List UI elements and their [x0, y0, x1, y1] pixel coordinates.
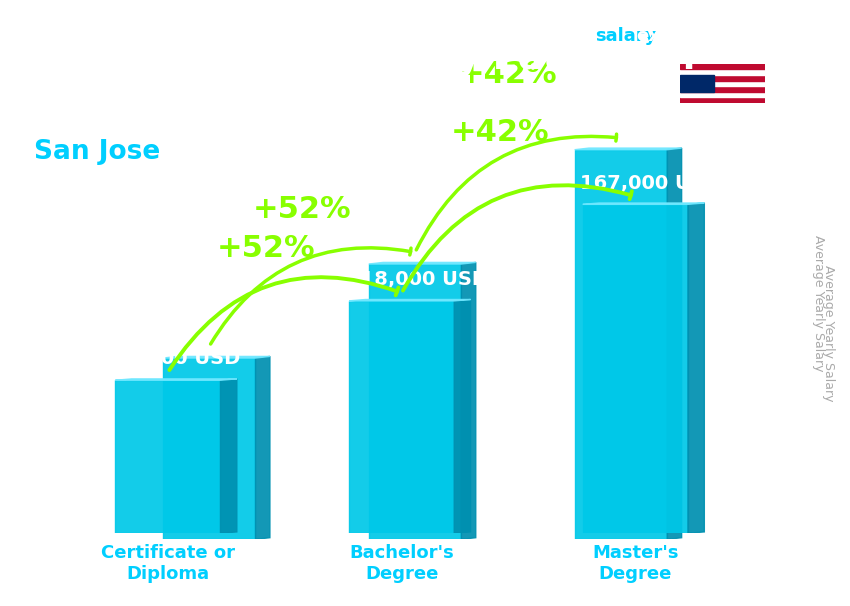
Polygon shape [462, 262, 476, 539]
Text: +42%: +42% [458, 61, 557, 90]
Polygon shape [454, 299, 471, 533]
Polygon shape [349, 299, 471, 301]
Polygon shape [220, 379, 237, 533]
Text: 118,000 USD: 118,000 USD [366, 224, 507, 243]
Bar [680, 98, 765, 103]
Bar [680, 64, 765, 69]
Polygon shape [688, 203, 705, 533]
Polygon shape [256, 356, 270, 539]
Text: Average Yearly Salary: Average Yearly Salary [812, 235, 824, 371]
Polygon shape [583, 203, 705, 204]
Polygon shape [575, 148, 682, 150]
Bar [680, 75, 714, 92]
Bar [349, 301, 454, 533]
Bar [680, 69, 765, 75]
Polygon shape [369, 262, 476, 264]
Text: +52%: +52% [252, 195, 351, 224]
Bar [583, 204, 688, 533]
Text: +52%: +52% [217, 234, 315, 263]
Text: 167,000 USD: 167,000 USD [581, 173, 722, 193]
Polygon shape [116, 379, 237, 380]
Text: 77,700 USD: 77,700 USD [113, 350, 241, 368]
Bar [680, 75, 765, 81]
Text: Salary Comparison By Education: Salary Comparison By Education [34, 42, 695, 76]
Text: 118,000 USD: 118,000 USD [347, 270, 488, 289]
Text: 77,700 USD: 77,700 USD [161, 318, 288, 337]
Text: explorer: explorer [636, 27, 721, 45]
Bar [575, 150, 667, 539]
Bar [680, 81, 765, 86]
Bar [680, 92, 765, 98]
Text: +42%: +42% [450, 118, 549, 147]
Bar [163, 358, 256, 539]
Text: .com: .com [695, 27, 744, 45]
Bar [116, 380, 220, 533]
Polygon shape [667, 148, 682, 539]
Text: Average Yearly Salary: Average Yearly Salary [822, 265, 836, 402]
Bar [369, 264, 462, 539]
Text: San Jose: San Jose [34, 139, 161, 165]
Bar [680, 86, 765, 92]
Polygon shape [163, 356, 270, 358]
Text: Development Group Supervisor: Development Group Supervisor [34, 97, 406, 121]
Text: 167,000 USD: 167,000 USD [573, 110, 713, 128]
Text: salary: salary [595, 27, 656, 45]
